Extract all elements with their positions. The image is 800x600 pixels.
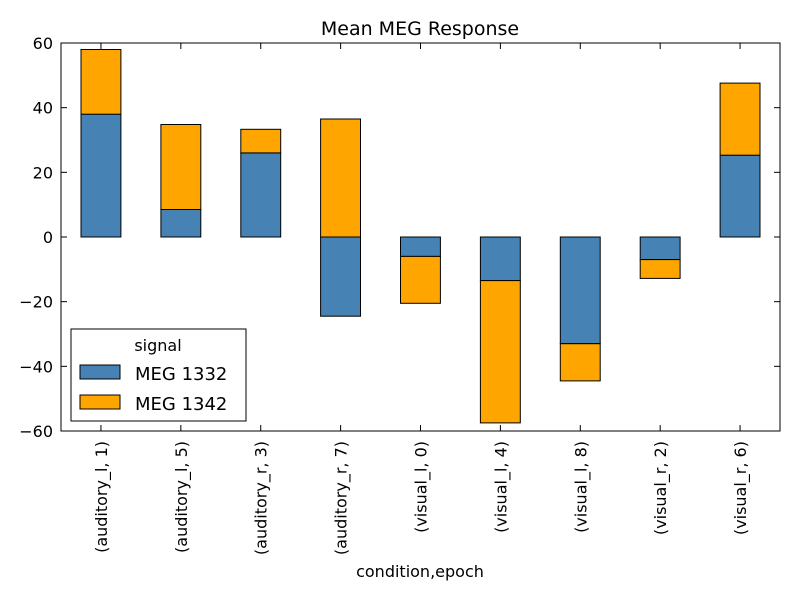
legend-swatch-meg-1342: [79, 394, 121, 410]
x-tick-label: (auditory_l, 1): [92, 441, 112, 553]
x-tick-label: (auditory_r, 7): [332, 441, 352, 555]
y-tick-label: 60: [33, 34, 53, 53]
x-tick-label: (auditory_l, 5): [172, 441, 192, 553]
y-tick-label: −20: [19, 293, 53, 312]
legend-swatch-meg-1332: [79, 364, 121, 380]
y-tick-label: 0: [43, 228, 53, 247]
bar-meg-1332-0: [80, 113, 122, 238]
y-tick-label: −60: [19, 422, 53, 441]
y-tick-label: 40: [33, 99, 53, 118]
bar-meg-1342-7: [639, 259, 681, 279]
x-tick-label: (visual_l, 8): [571, 441, 591, 533]
x-tick-label: (auditory_r, 3): [252, 441, 272, 555]
bar-meg-1342-3: [320, 118, 362, 238]
y-axis: −60 −40 −20 0 20 40 60: [19, 34, 780, 441]
bars-layer: [80, 49, 761, 424]
x-tick-label: (visual_l, 0): [412, 441, 432, 533]
x-axis-label: condition,epoch: [356, 562, 484, 581]
x-tick-label: (visual_r, 2): [651, 441, 671, 535]
legend-label-meg-1342: MEG 1342: [135, 394, 227, 415]
bar-meg-1332-5: [479, 236, 521, 282]
bar-meg-1342-4: [400, 255, 441, 304]
bar-meg-1332-6: [559, 236, 601, 345]
chart-title: Mean MEG Response: [321, 18, 519, 40]
y-tick-label: −40: [19, 357, 53, 376]
legend-title: signal: [134, 336, 181, 355]
x-axis: (auditory_l, 1) (auditory_l, 5) (auditory_…: [92, 43, 751, 555]
bar-meg-1342-8: [719, 82, 761, 156]
bar-meg-1342-2: [240, 128, 282, 154]
bar-meg-1342-0: [80, 49, 122, 115]
bar-meg-1332-1: [160, 209, 202, 238]
x-tick-label: (visual_l, 4): [491, 441, 511, 533]
bar-meg-1332-4: [400, 236, 441, 257]
bar-meg-1332-8: [719, 154, 761, 238]
y-tick-label: 20: [33, 163, 53, 182]
bar-meg-1342-5: [479, 280, 521, 424]
bar-meg-1332-7: [639, 236, 681, 261]
bar-meg-1332-2: [240, 152, 282, 238]
x-tick-label: (visual_r, 6): [731, 441, 751, 535]
bar-meg-1342-6: [559, 343, 601, 382]
bar-meg-1342-1: [160, 124, 202, 210]
legend-label-meg-1332: MEG 1332: [135, 364, 227, 385]
legend: signal MEG 1332 MEG 1342: [70, 328, 247, 422]
bar-meg-1332-3: [320, 236, 362, 317]
